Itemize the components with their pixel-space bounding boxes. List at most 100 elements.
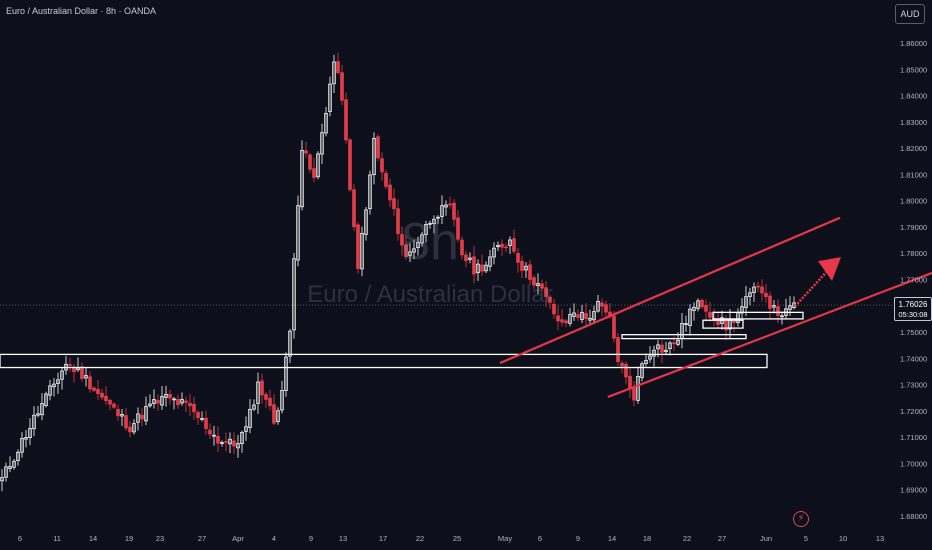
candle-body: [552, 303, 556, 315]
candle-body: [220, 442, 224, 444]
support-zone-1[interactable]: [0, 353, 768, 369]
candle-body: [432, 218, 436, 225]
candle-body: [660, 344, 664, 353]
candle-body: [348, 139, 352, 190]
candle-body: [188, 402, 192, 407]
candle-body: [184, 400, 188, 403]
candle-body: [108, 399, 112, 405]
candle-body: [60, 370, 64, 380]
candle-body: [612, 315, 616, 339]
candle-body: [676, 339, 680, 345]
candle-body: [324, 113, 328, 134]
candle-body: [704, 305, 708, 312]
candle-body: [132, 423, 136, 433]
candle-body: [468, 257, 472, 260]
candle-body: [96, 389, 100, 395]
candle-body: [152, 399, 156, 404]
candle-body: [672, 342, 676, 345]
candle-body: [140, 414, 144, 420]
candle-body: [540, 283, 544, 289]
candle-body: [536, 283, 540, 287]
candle-body: [560, 319, 564, 323]
candle-body: [292, 258, 296, 331]
x-tick-label: 27: [718, 534, 726, 543]
support-zone-2[interactable]: [621, 334, 747, 340]
candle-body: [420, 234, 424, 244]
candle-body: [112, 403, 116, 408]
candle-body: [52, 383, 56, 388]
candle-body: [336, 61, 340, 74]
candle-body: [772, 305, 776, 308]
candle-body: [88, 376, 92, 390]
channel-upper-trendline[interactable]: [499, 216, 841, 365]
candle-body: [136, 413, 140, 423]
candle-body: [568, 314, 572, 324]
y-tick-label: 1.78000: [900, 249, 927, 258]
x-tick-label: 19: [125, 534, 133, 543]
x-tick-label: 10: [839, 534, 847, 543]
candle-body: [244, 426, 248, 432]
currency-button[interactable]: AUD: [895, 4, 925, 24]
candle-body: [732, 320, 736, 323]
channel-lower-trendline[interactable]: [607, 271, 932, 398]
support-zone-3[interactable]: [702, 319, 744, 329]
candle-body: [32, 414, 36, 430]
y-tick-label: 1.83000: [900, 118, 927, 127]
projection-arrow-head[interactable]: [818, 257, 841, 281]
candle-body: [760, 286, 764, 294]
candle-body: [684, 323, 688, 325]
candle-body: [116, 408, 120, 417]
candle-body: [16, 451, 20, 462]
candle-body: [384, 172, 388, 187]
symbol-title: Euro / Australian Dollar · 8h · OANDA: [6, 6, 157, 16]
candle-body: [444, 204, 448, 208]
candle-body: [392, 198, 396, 210]
candle-body: [356, 224, 360, 269]
candle-body: [280, 389, 284, 411]
candle-body: [272, 404, 276, 424]
candle-body: [592, 311, 596, 321]
candle-body: [288, 330, 292, 357]
candlestick-series: [0, 52, 796, 492]
candle-body: [56, 379, 60, 385]
y-tick-label: 1.85000: [900, 65, 927, 74]
lightning-icon[interactable]: ⚡: [793, 511, 809, 527]
candle-body: [664, 349, 668, 353]
price-axis[interactable]: 1.86000 1.85000 1.84000 1.83000 1.82000 1.810…: [900, 39, 927, 521]
x-tick-label: 17: [379, 534, 387, 543]
candle-body: [312, 168, 316, 178]
candle-body: [268, 397, 272, 407]
y-tick-label: 1.71000: [900, 433, 927, 442]
candle-body: [768, 295, 772, 309]
candle-body: [0, 477, 4, 482]
candle-body: [352, 189, 356, 228]
x-tick-label: 14: [608, 534, 616, 543]
candle-body: [160, 396, 164, 406]
candle-body: [276, 410, 280, 422]
candle-body: [240, 432, 244, 445]
x-tick-label: 5: [804, 534, 808, 543]
candle-body: [632, 387, 636, 401]
x-tick-label: 6: [18, 534, 22, 543]
candle-body: [172, 398, 176, 401]
support-zone-4[interactable]: [712, 311, 804, 320]
candle-body: [624, 363, 628, 378]
candle-body: [512, 238, 516, 252]
candle-body: [708, 311, 712, 318]
candle-body: [320, 132, 324, 155]
time-axis[interactable]: 6 11 14 19 23 27 Apr 4 9 13 17 22 25 May 6 9 14 18 22 27 Jun…: [18, 534, 884, 543]
projection-arrow-shaft[interactable]: [794, 269, 829, 308]
y-tick-label: 1.72000: [900, 407, 927, 416]
candle-body: [124, 415, 128, 429]
bar-countdown: 05:30:08: [898, 310, 928, 319]
candle-body: [232, 440, 236, 447]
candle-body: [156, 400, 160, 404]
candle-body: [636, 376, 640, 401]
last-price-value: 1.76026: [898, 300, 928, 309]
y-tick-label: 1.79000: [900, 223, 927, 232]
symbol-watermark: Euro / Australian Dollar: [307, 281, 553, 308]
candle-body: [40, 403, 44, 416]
candle-body: [332, 61, 336, 85]
x-tick-label: 4: [272, 534, 276, 543]
